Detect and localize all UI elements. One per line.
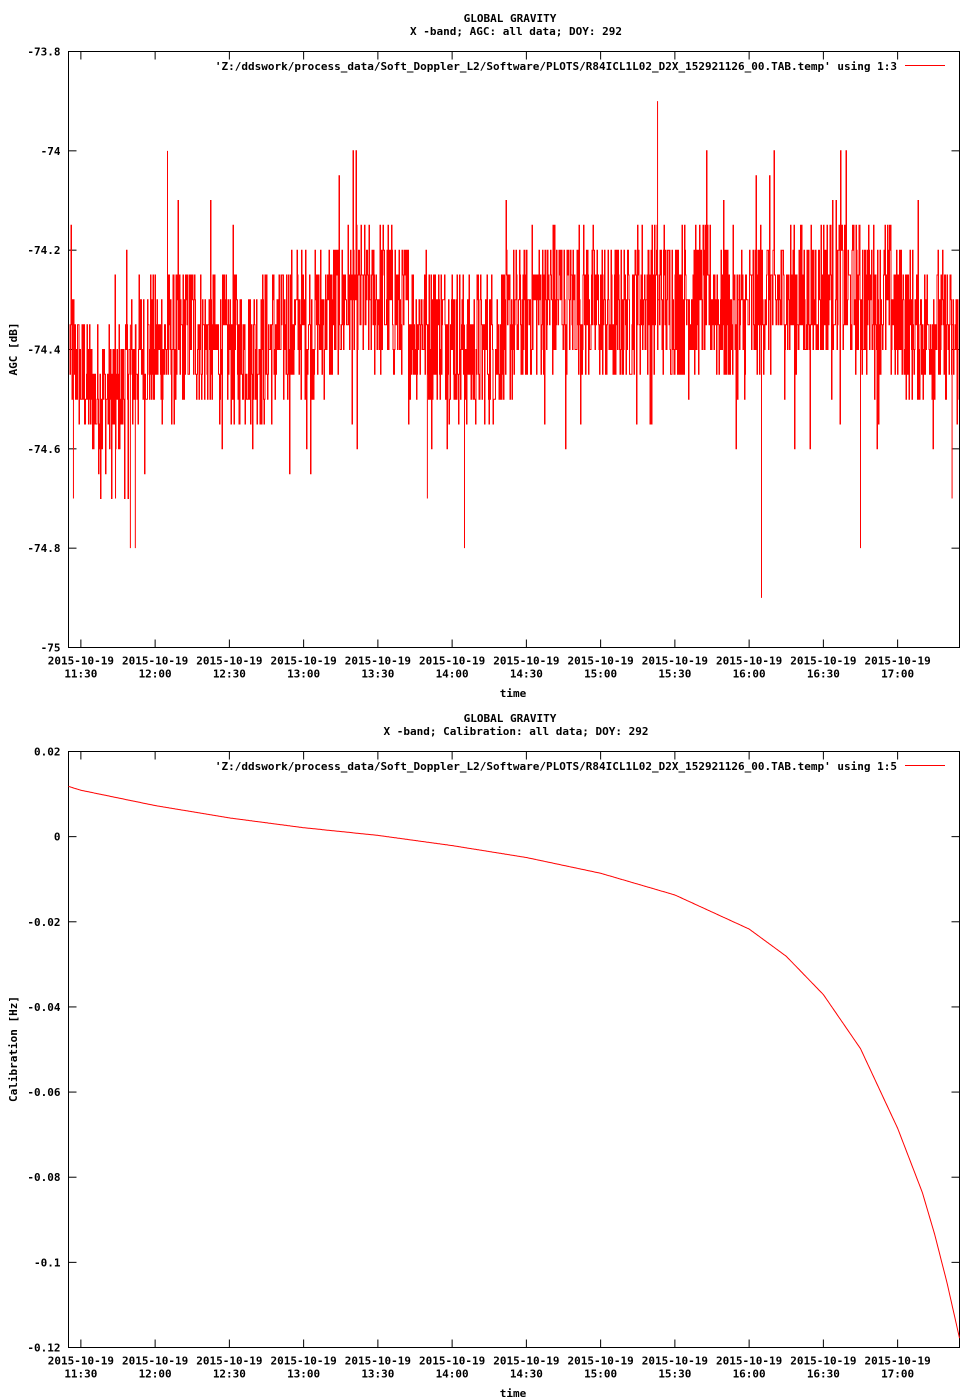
x-tick-label: 2015-10-19 <box>122 1355 188 1368</box>
legend-label: 'Z:/ddswork/process_data/Soft_Doppler_L2… <box>215 60 897 73</box>
legend-label: 'Z:/ddswork/process_data/Soft_Doppler_L2… <box>215 760 897 773</box>
y-tick-label: 0.02 <box>34 746 61 759</box>
x-tick-label: 16:30 <box>807 1368 840 1381</box>
x-tick-label: 2015-10-19 <box>568 1355 634 1368</box>
x-tick-label: 12:00 <box>139 1368 172 1381</box>
x-tick-label: 13:00 <box>287 668 320 681</box>
y-tick-label: -74.4 <box>27 344 60 357</box>
agc-series-line <box>69 150 959 499</box>
y-tick-label: -74 <box>41 145 61 158</box>
legend: 'Z:/ddswork/process_data/Soft_Doppler_L2… <box>215 760 945 773</box>
x-tick-label: 2015-10-19 <box>345 1355 411 1368</box>
chart-subtitle: X -band; AGC: all data; DOY: 292 <box>410 25 622 38</box>
y-tick-label: -0.08 <box>27 1171 60 1184</box>
y-tick-label: -74.2 <box>27 244 60 257</box>
x-tick-label: 13:00 <box>287 1368 320 1381</box>
y-tick-label: -0.1 <box>34 1256 61 1269</box>
x-tick-label: 14:00 <box>436 1368 469 1381</box>
x-axis-label: time <box>500 1387 527 1400</box>
x-tick-label: 2015-10-19 <box>48 655 114 668</box>
calibration-series-line <box>68 785 960 1339</box>
y-tick-label: -73.8 <box>27 46 60 59</box>
x-tick-label: 2015-10-19 <box>790 1355 856 1368</box>
x-tick-label: 17:00 <box>881 1368 914 1381</box>
y-tick-label: -74.6 <box>27 443 60 456</box>
x-tick-label: 2015-10-19 <box>716 1355 782 1368</box>
x-tick-label: 15:00 <box>584 1368 617 1381</box>
calibration-chart: GLOBAL GRAVITY X -band; Calibration: all… <box>7 712 960 1400</box>
x-tick-label: 15:30 <box>658 668 691 681</box>
y-tick-label: -0.12 <box>27 1342 60 1355</box>
x-tick-label: 2015-10-19 <box>419 1355 485 1368</box>
x-tick-label: 16:00 <box>733 1368 766 1381</box>
x-tick-label: 14:30 <box>510 668 543 681</box>
x-tick-label: 11:30 <box>64 1368 97 1381</box>
x-tick-label: 13:30 <box>361 668 394 681</box>
x-tick-label: 2015-10-19 <box>419 655 485 668</box>
x-tick-label: 16:00 <box>733 668 766 681</box>
plot-frame <box>68 751 960 1348</box>
chart-subtitle: X -band; Calibration: all data; DOY: 292 <box>384 725 649 738</box>
x-tick-label: 2015-10-19 <box>493 655 559 668</box>
x-tick-label: 12:30 <box>213 1368 246 1381</box>
y-tick-label: -74.8 <box>27 542 60 555</box>
agc-chart: GLOBAL GRAVITY X -band; AGC: all data; D… <box>7 12 960 700</box>
x-tick-label: 12:30 <box>213 668 246 681</box>
x-tick-label: 2015-10-19 <box>196 655 262 668</box>
x-tick-label: 2015-10-19 <box>122 655 188 668</box>
x-tick-label: 2015-10-19 <box>642 655 708 668</box>
y-axis-label: AGC [dB] <box>7 323 20 376</box>
y-axis-label: Calibration [Hz] <box>7 996 20 1102</box>
x-tick-label: 13:30 <box>361 1368 394 1381</box>
x-tick-label: 2015-10-19 <box>196 1355 262 1368</box>
series-trace <box>68 785 960 1339</box>
x-tick-label: 2015-10-19 <box>642 1355 708 1368</box>
x-tick-label: 2015-10-19 <box>568 655 634 668</box>
x-tick-label: 2015-10-19 <box>716 655 782 668</box>
x-tick-label: 17:00 <box>881 668 914 681</box>
x-tick-label: 14:30 <box>510 1368 543 1381</box>
x-tick-label: 2015-10-19 <box>865 655 931 668</box>
x-tick-label: 11:30 <box>64 668 97 681</box>
y-tick-label: -75 <box>41 642 61 655</box>
x-tick-label: 12:00 <box>139 668 172 681</box>
x-tick-label: 14:00 <box>436 668 469 681</box>
series-trace <box>69 101 959 598</box>
axis-ticks: -73.8-74-74.2-74.4-74.6-74.8-752015-10-1… <box>27 46 960 681</box>
axis-ticks: 0.020-0.02-0.04-0.06-0.08-0.1-0.122015-1… <box>27 746 960 1381</box>
x-tick-label: 2015-10-19 <box>345 655 411 668</box>
chart-title: GLOBAL GRAVITY <box>464 712 557 725</box>
x-tick-label: 2015-10-19 <box>865 1355 931 1368</box>
y-tick-label: 0 <box>54 831 61 844</box>
x-tick-label: 2015-10-19 <box>493 1355 559 1368</box>
x-tick-label: 15:00 <box>584 668 617 681</box>
legend: 'Z:/ddswork/process_data/Soft_Doppler_L2… <box>215 60 945 73</box>
x-tick-label: 2015-10-19 <box>790 655 856 668</box>
x-tick-label: 2015-10-19 <box>271 655 337 668</box>
x-tick-label: 2015-10-19 <box>271 1355 337 1368</box>
y-tick-label: -0.02 <box>27 916 60 929</box>
y-tick-label: -0.06 <box>27 1086 60 1099</box>
x-axis-label: time <box>500 687 527 700</box>
chart-title: GLOBAL GRAVITY <box>464 12 557 25</box>
x-tick-label: 15:30 <box>658 1368 691 1381</box>
x-tick-label: 2015-10-19 <box>48 1355 114 1368</box>
y-tick-label: -0.04 <box>27 1001 60 1014</box>
x-tick-label: 16:30 <box>807 668 840 681</box>
